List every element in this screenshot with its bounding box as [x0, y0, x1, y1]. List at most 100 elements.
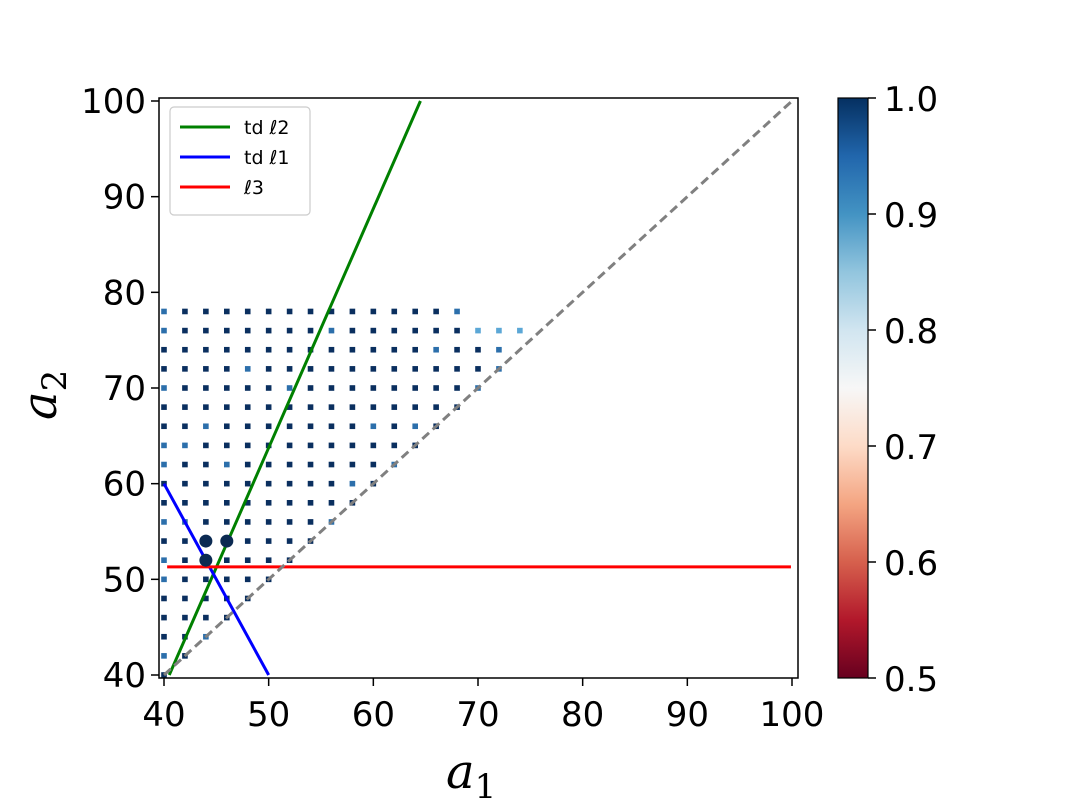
grid-point: [265, 423, 272, 430]
grid-point: [328, 423, 335, 430]
grid-point: [203, 519, 209, 525]
colorbar-ticks: 0.5 0.6 0.7 0.8 0.9 1.0: [868, 80, 938, 700]
grid-point: [224, 500, 230, 506]
colorbar-tick-label: 1.0: [884, 80, 938, 120]
grid-point: [182, 442, 188, 449]
grid-point: [328, 327, 335, 334]
grid-point: [433, 327, 439, 334]
grid-point: [286, 366, 293, 372]
x-tick-label: 60: [352, 695, 395, 735]
x-tick-label: 80: [561, 695, 604, 735]
grid-point: [182, 595, 188, 602]
grid-point: [328, 346, 335, 353]
grid-point: [224, 423, 230, 430]
grid-point: [370, 308, 377, 315]
grid-point: [224, 442, 230, 449]
grid-point: [224, 461, 230, 468]
grid-point: [224, 404, 230, 410]
grid-point: [203, 461, 209, 468]
legend-label: td ℓ2: [244, 117, 290, 139]
grid-point: [496, 327, 502, 334]
grid-point: [203, 576, 209, 583]
grid-point: [182, 404, 188, 410]
grid-point: [370, 366, 377, 372]
highlight-point: [220, 534, 234, 548]
series-line: [162, 482, 270, 676]
colorbar-gradient: [837, 97, 869, 679]
grid-point: [412, 308, 418, 315]
grid-point: [412, 385, 418, 391]
grid-point: [161, 576, 167, 583]
grid-point: [161, 633, 167, 640]
highlight-points: [199, 534, 234, 567]
grid-point: [244, 557, 251, 563]
grid-point: [391, 308, 398, 315]
grid-point: [203, 500, 209, 506]
grid-point: [203, 404, 209, 410]
grid-point: [412, 366, 418, 372]
grid-point: [496, 346, 502, 353]
grid-point: [286, 346, 293, 353]
grid-point: [203, 308, 209, 315]
grid-point: [349, 366, 356, 372]
grid-point: [265, 557, 272, 563]
colorbar: 0.5 0.6 0.7 0.8 0.9 1.0: [837, 80, 938, 700]
grid-point: [349, 480, 356, 487]
colorbar-tick-label: 0.5: [884, 660, 938, 700]
grid-point: [182, 385, 188, 391]
grid-point: [307, 519, 314, 525]
grid-point: [244, 366, 251, 372]
y-tick-label: 80: [103, 273, 146, 313]
grid-point: [244, 327, 251, 334]
grid-point: [182, 366, 188, 372]
grid-point: [224, 346, 230, 353]
grid-point: [307, 461, 314, 468]
grid-point: [349, 327, 356, 334]
grid-point: [182, 327, 188, 334]
grid-point: [328, 404, 335, 410]
grid-point: [391, 404, 398, 410]
grid-point: [182, 480, 188, 487]
grid-point: [349, 461, 356, 468]
grid-point: [475, 366, 481, 372]
grid-point: [161, 404, 167, 410]
colorbar-tick-label: 0.7: [884, 428, 938, 468]
grid-point: [412, 404, 418, 410]
colorbar-tick-label: 0.8: [884, 312, 938, 352]
grid-point: [433, 366, 439, 372]
grid-point: [203, 595, 209, 602]
grid-point: [161, 308, 167, 315]
grid-point: [224, 557, 230, 563]
x-tick-label: 50: [247, 695, 290, 735]
grid-point: [161, 461, 167, 468]
grid-point: [182, 576, 188, 583]
grid-point: [265, 500, 272, 506]
grid-point: [475, 327, 481, 334]
grid-point: [286, 480, 293, 487]
grid-point: [265, 480, 272, 487]
grid-point: [328, 442, 335, 449]
grid-point: [412, 327, 418, 334]
grid-point: [328, 366, 335, 372]
grid-point: [307, 404, 314, 410]
grid-point: [244, 385, 251, 391]
grid-point: [286, 385, 293, 391]
y-tick-label: 90: [103, 178, 146, 218]
grid-point: [244, 308, 251, 315]
grid-point: [203, 366, 209, 372]
grid-point: [391, 385, 398, 391]
grid-point: [517, 327, 523, 334]
grid-point: [161, 327, 167, 334]
grid-point: [203, 423, 209, 430]
grid-point: [265, 519, 272, 525]
grid-point: [307, 308, 314, 315]
grid-point: [433, 385, 439, 391]
grid-point: [307, 480, 314, 487]
grid-point: [265, 461, 272, 468]
grid-point: [370, 404, 377, 410]
highlight-point: [199, 534, 213, 548]
grid-point: [391, 327, 398, 334]
x-tick-label: 100: [760, 695, 825, 735]
grid-point: [161, 557, 167, 563]
x-tick-label: 90: [666, 695, 709, 735]
